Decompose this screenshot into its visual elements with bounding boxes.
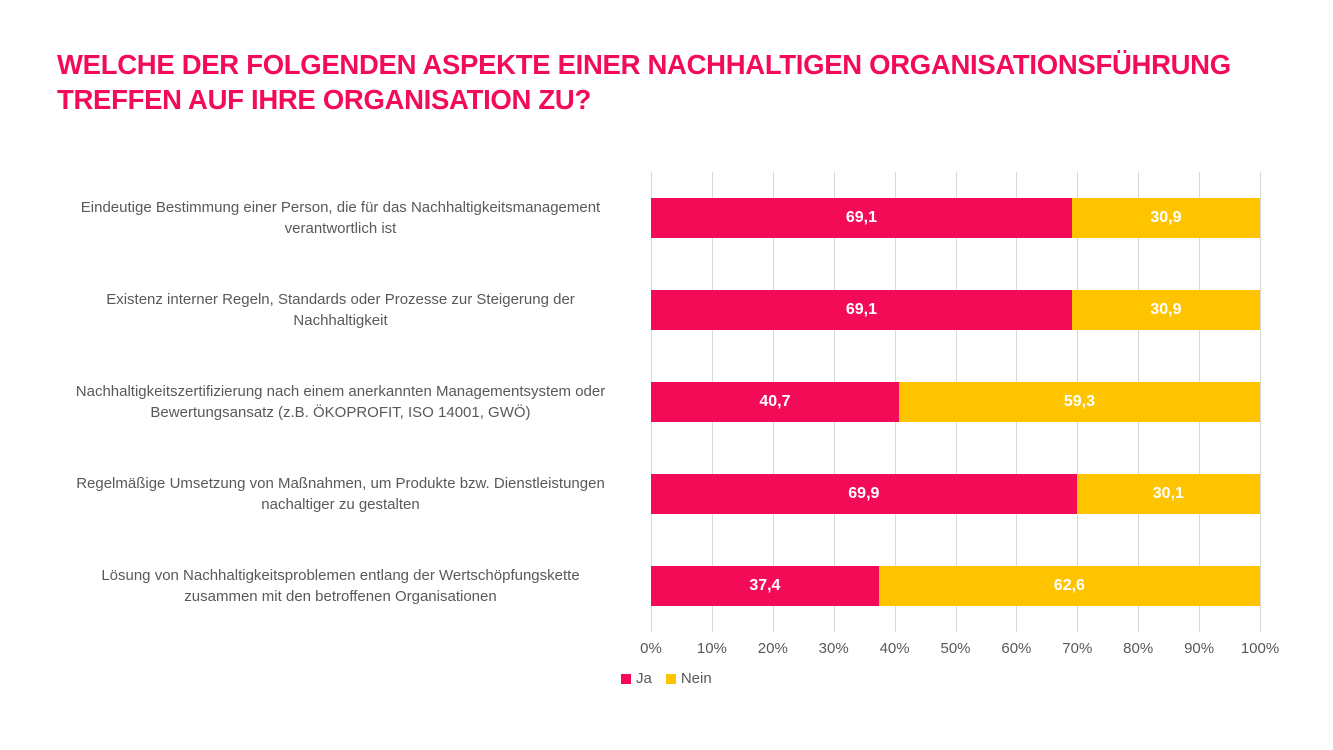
x-tick-label-70: 70% xyxy=(1062,640,1093,657)
bar-value-label: 59,3 xyxy=(1063,393,1095,410)
x-tick-label-20: 20% xyxy=(757,640,788,657)
bar-row-1: 69,1 30,9 xyxy=(651,198,1260,238)
category-label-column: Eindeutige Bestimmung einer Person, die … xyxy=(42,172,639,632)
category-label-1: Eindeutige Bestimmung einer Person, die … xyxy=(80,199,601,237)
x-tick-label-100: 100% xyxy=(1240,640,1280,657)
bar-row-5: 37,4 62,6 xyxy=(651,566,1260,606)
legend-swatch-nein xyxy=(665,673,676,684)
bar-segment-nein-5: 62,6 xyxy=(878,566,1260,606)
bar-value-label: 69,1 xyxy=(845,209,877,226)
legend-label-nein: Nein xyxy=(680,670,712,687)
legend: Ja Nein xyxy=(621,670,712,687)
chart-title-line1: WELCHE DER FOLGENDEN ASPEKTE EINER NACHH… xyxy=(57,49,1231,80)
bar-value-label: 69,1 xyxy=(845,301,877,318)
x-axis: 0% 10% 20% 30% 40% 50% 60% 70% 80% 90% 100% xyxy=(640,640,1279,660)
bar-value-label: 30,9 xyxy=(1150,209,1182,226)
bar-segment-ja-3: 40,7 xyxy=(651,382,899,422)
x-tick-label-50: 50% xyxy=(940,640,971,657)
bar-row-4: 69,9 30,1 xyxy=(651,474,1260,514)
bar-value-label: 69,9 xyxy=(848,485,880,502)
category-label-4: Regelmäßige Umsetzung von Maßnahmen, um … xyxy=(76,475,605,513)
x-tick-label-80: 80% xyxy=(1123,640,1154,657)
x-tick-label-0: 0% xyxy=(640,640,662,657)
x-tick-label-60: 60% xyxy=(1001,640,1032,657)
bar-segment-nein-1: 30,9 xyxy=(1071,198,1260,238)
bar-value-label: 30,9 xyxy=(1150,301,1182,318)
bar-row-3: 40,7 59,3 xyxy=(651,382,1260,422)
x-tick-label-90: 90% xyxy=(1184,640,1215,657)
legend-label-ja: Ja xyxy=(636,670,652,687)
bar-segment-ja-2: 69,1 xyxy=(651,290,1072,330)
x-tick-label-40: 40% xyxy=(879,640,910,657)
legend-swatch-ja xyxy=(621,673,631,684)
bar-segment-nein-3: 59,3 xyxy=(898,382,1260,422)
category-label-5: Lösung von Nachhaltigkeitsproblemen entl… xyxy=(101,567,580,605)
bar-value-label: 40,7 xyxy=(759,393,791,410)
gridline-100 xyxy=(1260,172,1261,632)
category-label-3: Nachhaltigkeitszertifizierung nach einem… xyxy=(75,383,606,421)
bar-value-label: 62,6 xyxy=(1053,577,1085,594)
bar-value-label: 30,1 xyxy=(1152,485,1184,502)
bar-row-2: 69,1 30,9 xyxy=(651,290,1260,330)
legend-item-nein: Nein xyxy=(665,670,712,687)
x-tick-label-10: 10% xyxy=(696,640,727,657)
bar-segment-nein-2: 30,9 xyxy=(1071,290,1260,330)
x-tick-label-30: 30% xyxy=(818,640,849,657)
bar-segment-nein-4: 30,1 xyxy=(1076,474,1260,514)
bar-segment-ja-4: 69,9 xyxy=(651,474,1077,514)
chart-title-line2: TREFFEN AUF IHRE ORGANISATION ZU? xyxy=(57,84,591,115)
bar-segment-ja-1: 69,1 xyxy=(651,198,1072,238)
chart-title: WELCHE DER FOLGENDEN ASPEKTE EINER NACHH… xyxy=(57,47,1297,117)
legend-item-ja: Ja xyxy=(621,670,652,687)
category-label-2: Existenz interner Regeln, Standards oder… xyxy=(106,291,575,329)
bar-value-label: 37,4 xyxy=(749,577,781,594)
bar-segment-ja-5: 37,4 xyxy=(651,566,879,606)
plot-area: 69,1 30,9 69,1 30,9 40,7 59,3 69,9 30,1 37,4 62,6 xyxy=(651,172,1261,632)
